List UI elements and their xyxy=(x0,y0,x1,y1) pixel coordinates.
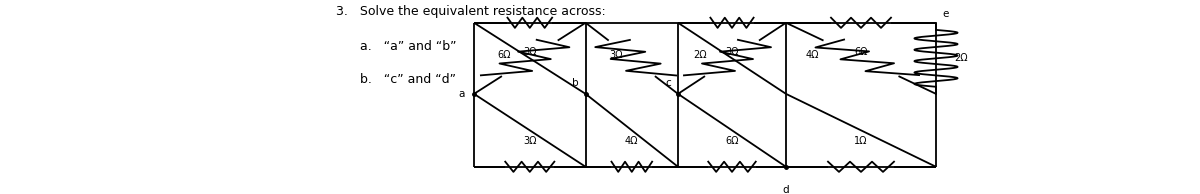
Text: 3Ω: 3Ω xyxy=(523,136,536,146)
Text: b.   “c” and “d”: b. “c” and “d” xyxy=(360,73,456,86)
Text: 2Ω: 2Ω xyxy=(954,53,967,63)
Text: 6Ω: 6Ω xyxy=(725,136,739,146)
Text: 3Ω: 3Ω xyxy=(725,47,739,57)
Text: 3Ω: 3Ω xyxy=(523,47,536,57)
Text: 1Ω: 1Ω xyxy=(854,136,868,146)
Text: 4Ω: 4Ω xyxy=(805,50,820,60)
Text: 2Ω: 2Ω xyxy=(692,50,707,60)
Text: 6Ω: 6Ω xyxy=(854,47,868,57)
Text: 3.   Solve the equivalent resistance across:: 3. Solve the equivalent resistance acros… xyxy=(336,5,606,18)
Text: b: b xyxy=(571,78,578,88)
Text: 6Ω: 6Ω xyxy=(497,50,511,60)
Text: a.   “a” and “b”: a. “a” and “b” xyxy=(360,40,456,53)
Text: a: a xyxy=(458,89,464,99)
Text: c: c xyxy=(665,78,671,88)
Text: d: d xyxy=(782,185,790,194)
Text: 3Ω: 3Ω xyxy=(608,50,623,60)
Text: 4Ω: 4Ω xyxy=(625,136,638,146)
Text: e: e xyxy=(942,9,948,19)
